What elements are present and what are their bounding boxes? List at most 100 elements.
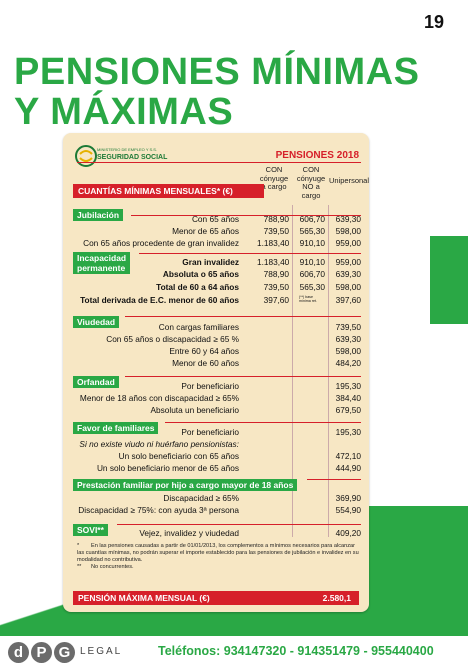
section-rule [165, 422, 361, 423]
row-value: 484,20 [335, 358, 361, 368]
pensions-table-card: MINISTERIO DE EMPLEO Y S.S. SEGURIDAD SO… [63, 133, 369, 612]
row-value: 598,00 [335, 346, 361, 356]
title-line-2: Y MÁXIMAS [14, 91, 234, 133]
row-label: Un solo beneficiario menor de 65 años [96, 463, 239, 473]
row-label: Con cargas familiares [158, 322, 239, 332]
section-rule [307, 479, 361, 480]
legal-label: LEGAL [80, 646, 123, 657]
year-label: PENSIONES 2018 [275, 150, 359, 161]
row-label: Por beneficiario [181, 427, 239, 437]
row-label: Si no existe viudo ni huérfano pensionis… [79, 439, 239, 449]
row-label: Un solo beneficiario con 65 años [118, 451, 239, 461]
row-value: 598,00 [335, 282, 361, 292]
row-label: Gran invalidez [182, 257, 239, 267]
row-value: 788,90 [263, 269, 289, 279]
row-value: 1.183,40 [257, 238, 290, 248]
row-value: 598,00 [335, 226, 361, 236]
logo-letter-d: d [8, 642, 29, 663]
green-side-decoration [430, 236, 468, 324]
pension-maxima-bar: PENSIÓN MÁXIMA MENSUAL (€) 2.580,1 [73, 591, 359, 605]
row-value: 910,10 [299, 238, 325, 248]
row-label: Discapacidad ≥ 75%: con ayuda 3ª persona [78, 505, 239, 515]
row-value: 606,70 [299, 214, 325, 224]
logo-ministry-text: MINISTERIO DE EMPLEO Y S.S. [97, 147, 158, 152]
row-label: Absoluta un beneficiario [150, 405, 239, 415]
row-label: Entre 60 y 64 años [169, 346, 239, 356]
section-prestacion-familiar: Prestación familiar por hijo a cargo may… [73, 479, 298, 491]
row-value: 554,90 [335, 505, 361, 515]
section-favor-familiares: Favor de familiares [73, 422, 159, 434]
row-value: 397,60 [335, 295, 361, 305]
column-divider [292, 205, 293, 537]
row-value: 195,30 [335, 427, 361, 437]
row-value: 639,30 [335, 334, 361, 344]
row-value: 639,30 [335, 269, 361, 279]
section-rule [125, 316, 361, 317]
row-value: 369,90 [335, 493, 361, 503]
footnotes: * En las pensiones causadas a partir de 0… [77, 543, 363, 571]
row-value: 409,20 [335, 528, 361, 538]
pension-maxima-value: 2.580,1 [322, 593, 351, 603]
phone-numbers: Teléfonos: 934147320 - 914351479 - 95544… [158, 644, 434, 658]
row-value: 444,90 [335, 463, 361, 473]
row-value: 606,70 [299, 269, 325, 279]
col-header-unipersonal: Unipersonal [329, 176, 369, 185]
section-jubilacion: Jubilación [73, 209, 124, 221]
section-rule [139, 253, 361, 254]
cuantias-header-bar: CUANTÍAS MÍNIMAS MENSUALES* (€) [73, 184, 264, 198]
row-label: Con 65 años procedente de gran invalidez [83, 238, 239, 248]
row-label: Total de 60 a 64 años [156, 282, 239, 292]
row-label: Vejez, invalidez y viudedad [139, 528, 239, 538]
section-viudedad: Viudedad [73, 316, 120, 328]
row-value: 639,30 [335, 214, 361, 224]
column-divider [328, 205, 329, 537]
page-title: PENSIONES MÍNIMAS Y MÁXIMAS [14, 52, 419, 132]
footnote-2-text: No concurrentes. [91, 564, 134, 570]
row-value: 739,50 [335, 322, 361, 332]
row-label: Con 65 años o discapacidad ≥ 65 % [106, 334, 239, 344]
section-rule [131, 215, 361, 216]
pension-maxima-label: PENSIÓN MÁXIMA MENSUAL (€) [78, 593, 210, 603]
footnote-2-mark: ** [77, 564, 82, 570]
section-rule [125, 376, 361, 377]
footnote-2: ** No concurrentes. [77, 564, 363, 571]
logo-letter-g: G [54, 642, 75, 663]
logo-letter-p: P [31, 642, 52, 663]
row-label: Menor de 65 años [172, 226, 239, 236]
row-value: 788,90 [263, 214, 289, 224]
row-value: 397,60 [263, 295, 289, 305]
section-incapacidad-line1: Incapacidad [77, 253, 127, 263]
header-divider [77, 162, 361, 163]
row-value: 959,00 [335, 238, 361, 248]
col-header-conyuge-no-cargo: CON cónyuge NO a cargo [296, 165, 326, 200]
row-value: 910,10 [299, 257, 325, 267]
row-value: 565,30 [299, 282, 325, 292]
row-label: Menor de 18 años con discapacidad ≥ 65% [79, 393, 239, 403]
row-value: 472,10 [335, 451, 361, 461]
row-label: Menor de 60 años [172, 358, 239, 368]
seguridad-social-logo-icon [75, 145, 97, 167]
base-minima-note: (**) base mínima ret. [299, 295, 317, 303]
row-label: Absoluta o 65 años [162, 269, 239, 279]
footnote-1-text: En las pensiones causadas a partir de 01… [77, 543, 359, 563]
footnote-1-mark: * [77, 543, 80, 549]
col-header-con-conyuge: CON cónyuge a cargo [259, 165, 289, 191]
row-value: 384,40 [335, 393, 361, 403]
logo-name: SEGURIDAD SOCIAL [97, 154, 168, 161]
section-orfandad: Orfandad [73, 376, 119, 388]
row-value: 959,00 [335, 257, 361, 267]
row-label: Con 65 años [191, 214, 239, 224]
title-line-1: PENSIONES MÍNIMAS [14, 51, 420, 93]
row-value: 1.183,40 [257, 257, 290, 267]
row-value: 739,50 [263, 282, 289, 292]
section-rule [117, 524, 361, 525]
section-incapacidad: Incapacidad permanente [73, 252, 131, 274]
row-value: 679,50 [335, 405, 361, 415]
row-label: Total derivada de E.C. menor de 60 años [80, 295, 239, 305]
page-number: 19 [423, 12, 444, 32]
row-value: 195,30 [335, 381, 361, 391]
row-value: 739,50 [263, 226, 289, 236]
row-label: Discapacidad ≥ 65% [163, 493, 239, 503]
row-value: 565,30 [299, 226, 325, 236]
footnote-1: * En las pensiones causadas a partir de 0… [77, 543, 363, 564]
